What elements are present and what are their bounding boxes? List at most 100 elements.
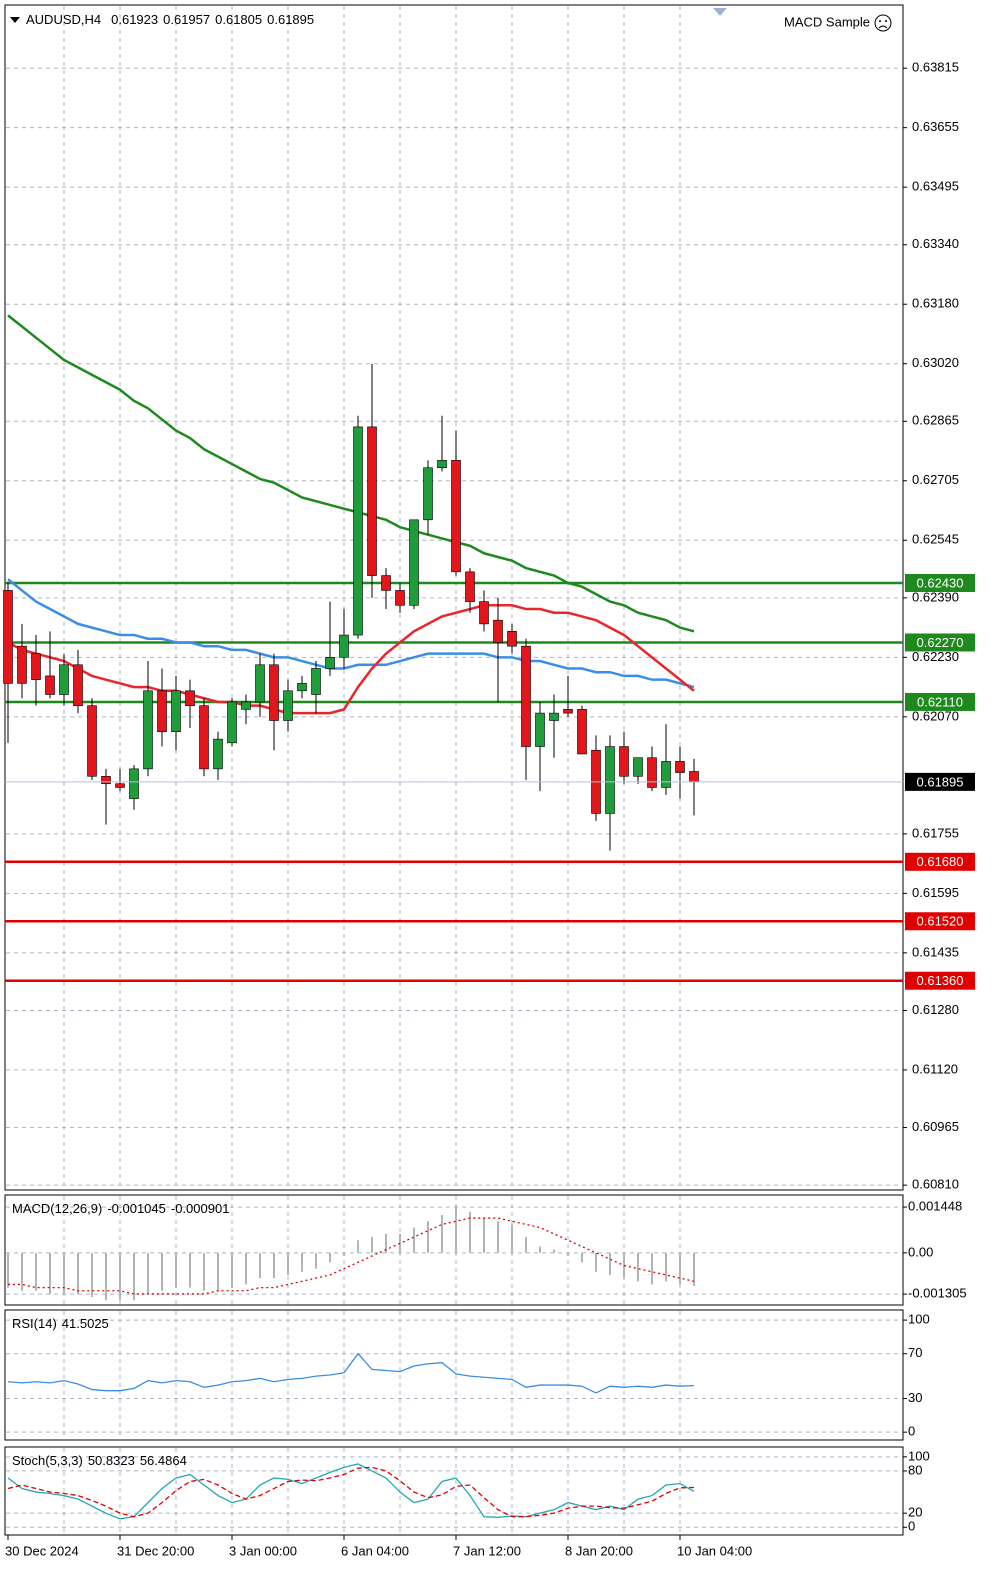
plot-layer: 0.63815 0.63655 0.63495 0.63340 0.63180 0.630… — [3, 4, 975, 1558]
candle-body — [619, 746, 629, 777]
moving-average-line — [7, 314, 695, 633]
y-tick-label: 0 — [908, 1424, 915, 1439]
expert-face — [874, 14, 892, 32]
candle-body — [661, 761, 671, 788]
candle-body — [507, 631, 517, 647]
candle-body — [423, 467, 433, 521]
y-tick-label: 0.62390 — [912, 589, 959, 604]
candle-body — [45, 675, 55, 695]
panel-frame — [4, 1446, 904, 1536]
histogram-bar — [259, 1252, 261, 1279]
candle-body — [241, 701, 251, 710]
candle-body — [143, 690, 153, 770]
histogram-bar — [63, 1252, 65, 1294]
histogram-bar — [385, 1233, 387, 1253]
histogram-bar — [147, 1252, 149, 1294]
menu-arrow — [10, 17, 20, 23]
header-low: 0.61805 — [215, 12, 262, 27]
candle-body — [353, 426, 363, 636]
x-tick-label: 31 Dec 20:00 — [117, 1543, 194, 1558]
candle-body — [437, 460, 447, 469]
y-tick-label: 70 — [908, 1345, 922, 1360]
x-tick-label: 10 Jan 04:00 — [677, 1543, 752, 1558]
histogram-bar — [329, 1252, 331, 1263]
histogram-bar — [413, 1227, 415, 1253]
indicator-value: 50.8323 — [88, 1453, 135, 1468]
candle-body — [73, 664, 83, 706]
candle-body — [101, 775, 111, 785]
histogram-bar — [49, 1252, 51, 1294]
candle-body — [521, 645, 531, 747]
header-close: 0.61895 — [267, 12, 314, 27]
histogram-bar — [91, 1252, 93, 1298]
histogram-bar — [7, 1252, 9, 1288]
candle-body — [283, 690, 293, 721]
level-label: 0.61680 — [917, 854, 964, 869]
candle-body — [479, 601, 489, 625]
indicator-value: 56.4864 — [140, 1453, 187, 1468]
candle-body — [31, 653, 41, 680]
histogram-bar — [343, 1252, 345, 1257]
candle-body — [255, 664, 265, 703]
histogram-bar — [553, 1249, 555, 1253]
panel-frame — [4, 1309, 904, 1441]
histogram-bar — [455, 1205, 457, 1253]
candle-body — [647, 757, 657, 788]
y-tick-label: 0.61120 — [912, 1061, 958, 1076]
y-tick-label: 0.63340 — [912, 236, 959, 251]
histogram-bar — [231, 1252, 233, 1288]
histogram-bar — [119, 1252, 121, 1301]
x-tick-label: 8 Jan 20:00 — [565, 1543, 633, 1558]
symbol: AUDUSD,H4 — [26, 12, 101, 27]
candle-body — [689, 771, 699, 783]
x-tick-label: 3 Jan 00:00 — [229, 1543, 297, 1558]
y-tick-label: 0.001448 — [908, 1199, 962, 1214]
y-tick-label: 0.61435 — [912, 944, 959, 959]
indicator-header: MACD(12,26,9) -0.001045 -0.000901 — [12, 1201, 229, 1216]
candle-body — [409, 519, 419, 606]
expert-mouth — [878, 25, 888, 29]
header-open: 0.61923 — [111, 12, 158, 27]
indicator-line — [7, 1352, 695, 1394]
histogram-bar — [609, 1252, 611, 1275]
candle-body — [199, 705, 209, 770]
histogram-bar — [287, 1252, 289, 1275]
y-tick-label: 0.62865 — [912, 413, 959, 428]
y-tick-label: 20 — [908, 1505, 922, 1520]
histogram-bar — [245, 1252, 247, 1285]
candle-body — [59, 664, 69, 695]
candle-body — [535, 712, 545, 747]
expert-name: MACD Sample — [784, 14, 870, 29]
histogram-bar — [427, 1221, 429, 1253]
histogram-bar — [105, 1252, 107, 1301]
level-label-box — [905, 633, 975, 652]
histogram-bar — [651, 1252, 653, 1285]
y-tick-label: 100 — [908, 1312, 930, 1327]
y-tick-label: 0.63180 — [912, 296, 959, 311]
candle-body — [367, 426, 377, 576]
level-label-box — [905, 971, 975, 990]
y-tick-label: 0.62545 — [912, 532, 959, 547]
candle-body — [493, 619, 503, 643]
level-label: 0.62430 — [917, 575, 964, 590]
candle-body — [269, 664, 279, 721]
current-price-label: 0.61895 — [917, 774, 964, 789]
histogram-bar — [77, 1252, 79, 1294]
level-label: 0.61360 — [917, 973, 964, 988]
y-tick-label: 0.63655 — [912, 119, 959, 134]
histogram-bar — [525, 1237, 527, 1253]
indicator-header: Stoch(5,3,3) 50.8323 56.4864 — [12, 1453, 187, 1468]
y-tick-label: 0.61595 — [912, 885, 959, 900]
histogram-bar — [315, 1252, 317, 1269]
y-tick-label: -0.001305 — [908, 1286, 967, 1301]
candle-body — [381, 575, 391, 591]
y-tick-label: 0.62705 — [912, 472, 959, 487]
indicator-title: MACD(12,26,9) — [12, 1201, 102, 1216]
y-tick-label: 0.62230 — [912, 649, 959, 664]
histogram-bar — [301, 1252, 303, 1272]
histogram-bar — [273, 1252, 275, 1279]
indicator-title: RSI(14) — [12, 1316, 57, 1331]
candle-body — [549, 712, 559, 721]
